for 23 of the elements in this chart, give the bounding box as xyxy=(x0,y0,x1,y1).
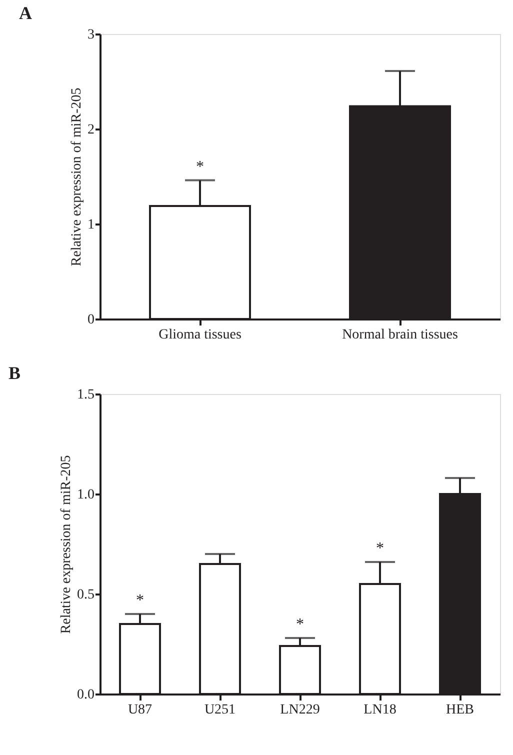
x-tick-label: LN229 xyxy=(280,702,320,718)
y-axis-title: Relative expression of miR-205 xyxy=(59,455,74,634)
y-tick-label: 1 xyxy=(88,218,94,232)
annotation: * xyxy=(376,540,384,557)
x-tick-label: U251 xyxy=(204,702,236,718)
annotation: * xyxy=(196,158,204,176)
y-tick-label: 0.5 xyxy=(77,588,94,602)
x-tick-label: U87 xyxy=(128,702,152,718)
chart-title: A xyxy=(19,3,32,23)
chart-title: B xyxy=(8,363,21,383)
y-tick-label: 3 xyxy=(88,28,94,42)
y-tick-label: 1.5 xyxy=(77,388,94,402)
y-axis-title: Relative expression of miR-205 xyxy=(70,88,84,266)
y-tick-label: 1.0 xyxy=(77,488,94,502)
annotation: * xyxy=(136,592,144,609)
annotation: * xyxy=(296,616,304,633)
y-tick-label: 0 xyxy=(88,312,94,328)
y-tick-label: 2 xyxy=(88,122,94,138)
x-tick-label: Glioma tissues xyxy=(158,328,242,342)
x-tick-label: HEB xyxy=(446,702,474,718)
y-tick-label: 0.0 xyxy=(77,688,94,702)
x-tick-label: Normal brain tissues xyxy=(342,328,458,342)
x-tick-label: LN18 xyxy=(364,702,396,718)
